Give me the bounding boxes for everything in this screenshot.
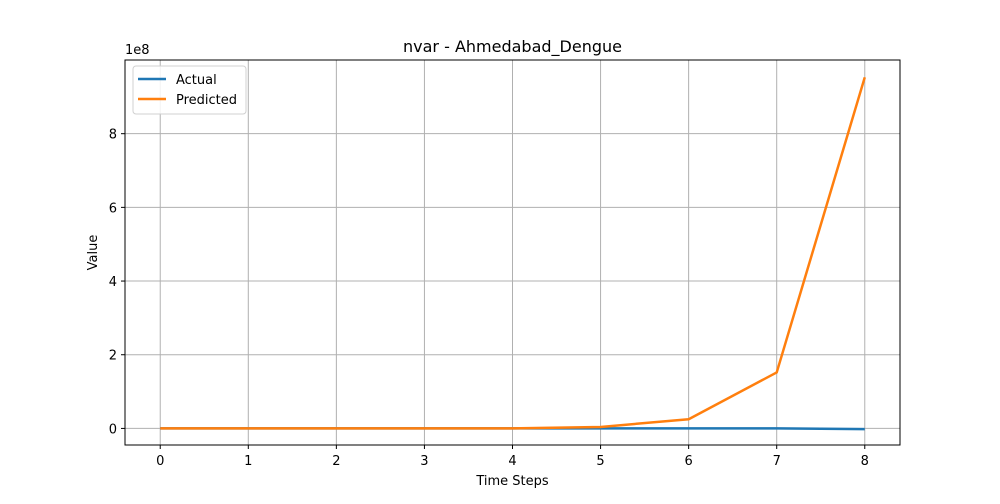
chart-title: nvar - Ahmedabad_Dengue: [403, 37, 622, 57]
legend-label: Predicted: [176, 93, 237, 108]
x-tick-label: 5: [596, 454, 604, 469]
legend-label: Actual: [176, 73, 217, 88]
x-tick-label: 6: [684, 454, 692, 469]
y-tick-label: 8: [109, 128, 117, 143]
x-tick-label: 1: [244, 454, 252, 469]
x-tick-label: 7: [773, 454, 781, 469]
y-tick-label: 6: [109, 201, 117, 216]
y-axis-label: Value: [86, 235, 101, 271]
series-line-predicted: [160, 76, 866, 430]
axis-ticks: 0 1 2 3 4 5 6 7 8 0 2 4 6 8: [109, 128, 869, 469]
y-axis-offset-label: 1e8: [125, 43, 150, 58]
x-axis-label: Time Steps: [475, 474, 549, 489]
y-tick-label: 2: [109, 349, 117, 364]
x-tick-label: 4: [508, 454, 516, 469]
x-tick-label: 2: [332, 454, 340, 469]
y-tick-label: 4: [109, 275, 117, 290]
legend: Actual Predicted: [132, 65, 247, 115]
x-tick-label: 0: [156, 454, 164, 469]
x-tick-label: 8: [861, 454, 869, 469]
x-tick-label: 3: [420, 454, 428, 469]
series-lines: [160, 76, 866, 431]
grid: [125, 60, 900, 445]
y-tick-label: 0: [109, 422, 117, 437]
